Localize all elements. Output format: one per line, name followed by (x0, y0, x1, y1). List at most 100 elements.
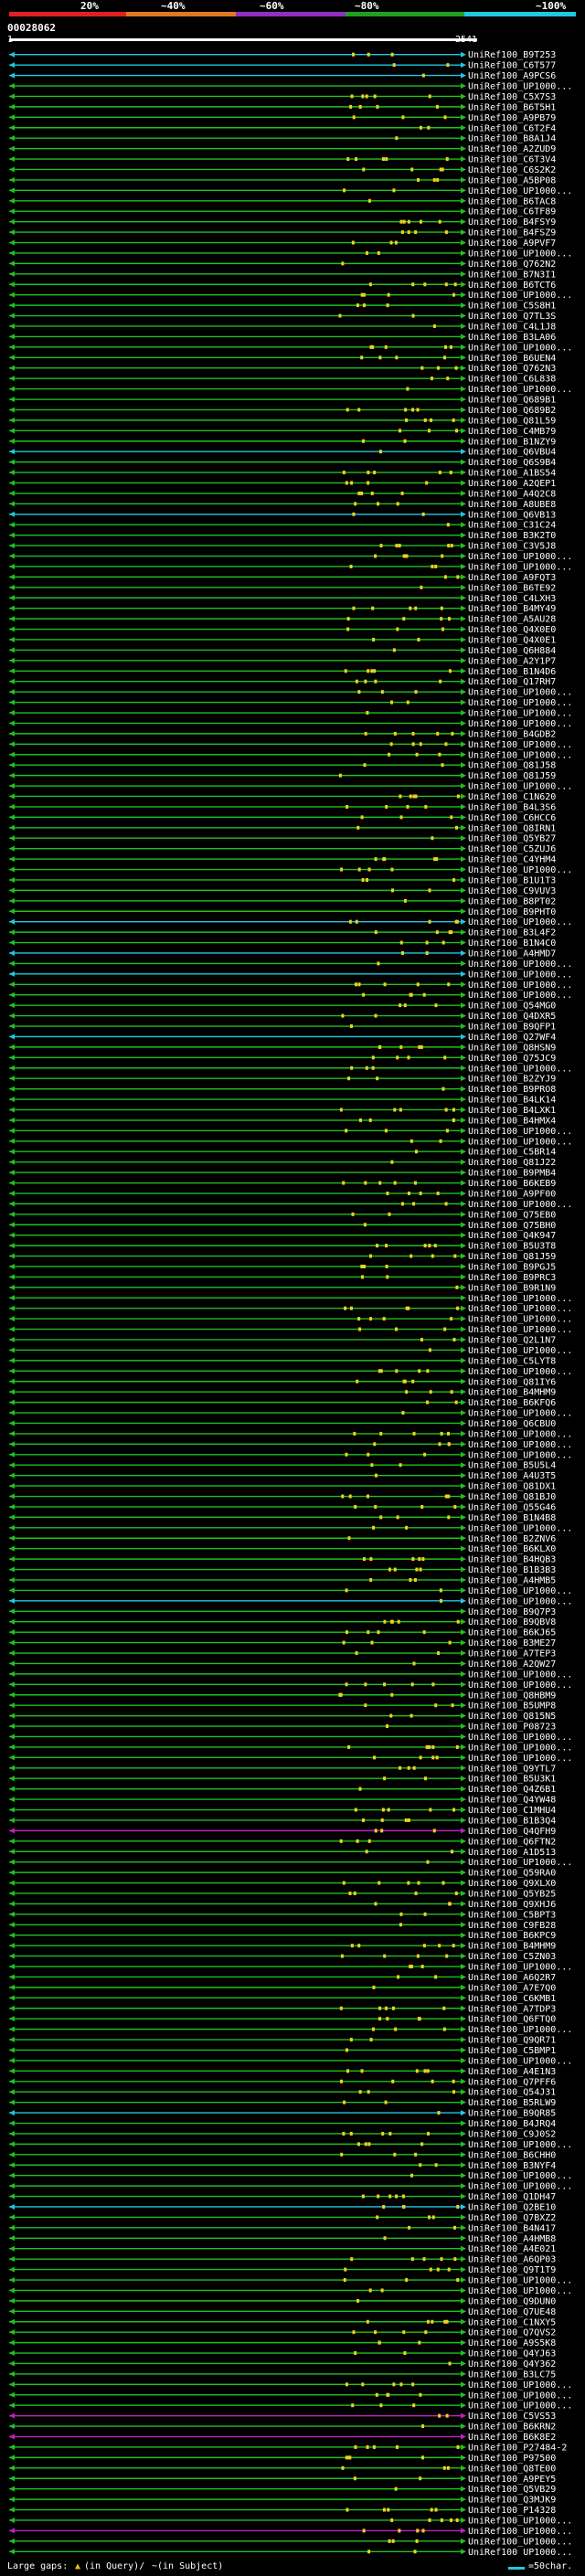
hit-label: UniRef100_C4MB79 (468, 427, 556, 437)
gap-marker (338, 313, 342, 318)
gap-marker (439, 1139, 442, 1143)
gap-marker (416, 408, 420, 412)
hit-label: UniRef100_C9VUV3 (468, 886, 556, 896)
hit-arrow-icon (9, 260, 15, 267)
gap-marker (452, 2090, 456, 2094)
hit-arrow-icon (9, 605, 15, 611)
gap-marker (405, 2278, 409, 2283)
hit-arrow-icon (461, 2350, 466, 2357)
hit-arrow-icon (461, 2339, 466, 2346)
hit-arrow-icon (461, 156, 466, 163)
hit-arrow-icon (9, 1399, 15, 1405)
hit-arrow-icon (461, 1253, 466, 1259)
hit-label: UniRef100_UP1000... (468, 1315, 572, 1325)
gap-marker (344, 1306, 347, 1310)
hit-arrow-icon (461, 2549, 466, 2555)
gap-marker (364, 2142, 367, 2147)
hit-label: UniRef100_UP1000... (468, 782, 572, 792)
hit-arrow-icon (461, 449, 466, 455)
gap-marker (435, 930, 439, 935)
gap-marker (410, 1965, 413, 1969)
hit-label: UniRef100_Q7BXZ2 (468, 2213, 556, 2223)
hit-arrow-icon (461, 1128, 466, 1134)
hit-label: UniRef100_B9PRC3 (468, 1273, 556, 1283)
hit-arrow-icon (461, 1263, 466, 1269)
hit-label: UniRef100_B3L4F2 (468, 928, 556, 938)
hit-label: UniRef100_UP1000... (468, 688, 572, 698)
gap-marker (393, 1181, 397, 1185)
hit-label: UniRef100_A5AU28 (468, 615, 556, 625)
hit-label: UniRef100_B4N417 (468, 2223, 556, 2233)
hit-arrow-icon (9, 1859, 15, 1865)
hit-arrow-icon (461, 72, 466, 79)
hit-arrow-icon (461, 407, 466, 413)
gap-marker (363, 1264, 367, 1268)
gap-marker (367, 2090, 370, 2094)
gap-marker (422, 2257, 426, 2262)
hit-arrow-icon (461, 511, 466, 517)
gap-marker (354, 982, 357, 987)
hit-label: UniRef100_B9T253 (468, 50, 556, 60)
gap-marker (413, 1577, 417, 1582)
gap-marker (430, 376, 433, 381)
hit-arrow-icon (9, 1378, 15, 1384)
hit-label: UniRef100_C1MHU4 (468, 1806, 556, 1816)
gap-marker (383, 857, 387, 862)
hit-label: UniRef100_Q75BH0 (468, 1221, 556, 1231)
hit-arrow-icon (461, 1597, 466, 1604)
hit-arrow-icon (9, 1943, 15, 1949)
gap-marker (356, 1839, 359, 1843)
hit-arrow-icon (461, 866, 466, 873)
gap-marker (363, 1223, 367, 1227)
hit-label: UniRef100_UP1000... (468, 1325, 572, 1335)
gap-marker (345, 1630, 348, 1635)
gap-marker (417, 1881, 420, 1885)
hit-arrow-icon (9, 302, 15, 309)
hit-label: UniRef100_P08723 (468, 1723, 556, 1733)
hit-arrow-icon (461, 1870, 466, 1876)
hit-arrow-icon (9, 929, 15, 936)
gap-marker (440, 2518, 443, 2522)
hit-arrow-icon (9, 939, 15, 946)
gap-marker (374, 1829, 378, 1833)
hit-arrow-icon (461, 793, 466, 800)
hit-arrow-icon (9, 991, 15, 998)
gap-marker (361, 1275, 365, 1279)
hit-arrow-icon (461, 1023, 466, 1030)
gap-marker (385, 1244, 388, 1248)
gap-marker (403, 439, 407, 443)
hit-arrow-icon (461, 1305, 466, 1311)
hit-arrow-icon (9, 595, 15, 601)
hit-arrow-icon (461, 897, 466, 904)
hit-arrow-icon (461, 1368, 466, 1374)
hit-arrow-icon (9, 1420, 15, 1426)
hit-arrow-icon (461, 626, 466, 632)
hit-label: UniRef100_Q689B2 (468, 406, 556, 416)
hit-arrow-icon (461, 2277, 466, 2284)
hit-arrow-icon (9, 2339, 15, 2346)
hit-arrow-icon (461, 1859, 466, 1865)
hit-arrow-icon (9, 1138, 15, 1144)
hit-arrow-icon (9, 657, 15, 663)
gap-marker (407, 230, 410, 235)
gap-marker (444, 742, 448, 747)
hit-arrow-icon (9, 1232, 15, 1238)
gap-marker (352, 606, 356, 610)
gap-marker (367, 481, 370, 485)
hit-arrow-icon (9, 344, 15, 350)
gap-marker (410, 1139, 413, 1143)
gap-marker (369, 1317, 373, 1321)
hit-arrow-icon (461, 51, 466, 58)
gap-marker (446, 376, 450, 381)
hit-arrow-icon (9, 2381, 15, 2388)
hit-arrow-icon (9, 2277, 15, 2284)
gap-marker (438, 752, 441, 757)
hit-arrow-icon (461, 1754, 466, 1761)
hit-arrow-icon (9, 218, 15, 225)
hit-arrow-icon (461, 1117, 466, 1123)
gap-marker (374, 554, 378, 558)
hit-arrow-icon (461, 365, 466, 371)
hit-arrow-icon (9, 1086, 15, 1092)
gap-marker (399, 1923, 402, 1927)
gap-marker (399, 1912, 403, 1916)
